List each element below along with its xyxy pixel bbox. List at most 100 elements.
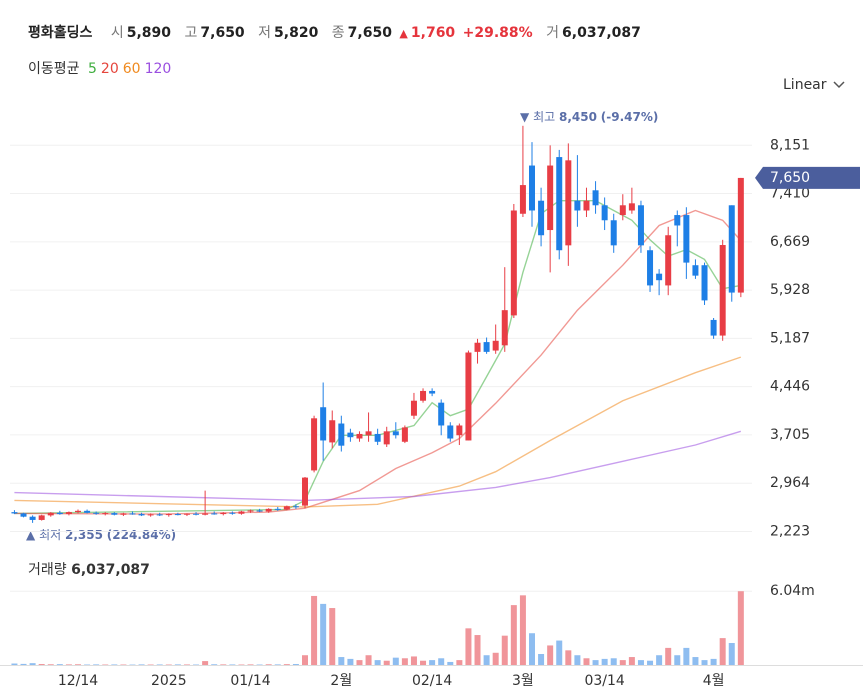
moving-average-line <box>14 200 741 515</box>
volume-bar <box>519 595 526 665</box>
low-label: 최저 <box>39 528 61 542</box>
high-label: 최고 <box>533 110 555 124</box>
volume-bar <box>510 605 517 665</box>
volume-bar <box>93 664 100 665</box>
change: 1,760 <box>410 25 456 41</box>
change-pct: +29.88% <box>462 25 533 41</box>
candle-body <box>583 200 590 211</box>
candle-body <box>193 513 200 515</box>
volume-bar <box>619 660 626 665</box>
volume-bar <box>274 664 281 665</box>
volume-bar <box>637 660 644 665</box>
candle-body <box>156 514 163 516</box>
volume-bar <box>447 661 454 665</box>
volume-bar <box>392 657 399 665</box>
scale-menu[interactable]: Linear <box>783 77 827 93</box>
candle-body <box>365 431 372 436</box>
volume-bar <box>265 664 272 665</box>
high-marker: ▼ <box>520 110 530 124</box>
candle-body <box>692 265 699 276</box>
y-tick-label: 8,151 <box>770 137 810 153</box>
volume-bar <box>547 645 554 665</box>
volume-bar <box>138 664 145 665</box>
candle-body <box>183 513 190 515</box>
volume-bar <box>374 660 381 665</box>
volume-bar <box>592 660 599 665</box>
candle-body <box>610 220 617 246</box>
candle-body <box>138 514 145 516</box>
volume-bar <box>674 655 681 665</box>
volume-bar <box>628 657 635 665</box>
moving-average-line <box>14 209 742 515</box>
candle-body <box>656 273 663 281</box>
volume-bar <box>501 635 508 665</box>
candle-body <box>647 250 654 286</box>
volume-bar <box>665 647 672 665</box>
high-label: 고 <box>184 25 198 41</box>
volume-bar <box>701 660 708 665</box>
last-price-label: 7,650 <box>770 170 810 186</box>
candle-body <box>147 514 154 516</box>
volume-bar <box>692 657 699 665</box>
candle-body <box>574 200 581 211</box>
candle-body <box>547 165 554 231</box>
volume-bar <box>401 658 408 665</box>
candle-body <box>356 433 363 439</box>
candle-body <box>111 513 118 515</box>
menu-chevron[interactable] <box>833 81 845 89</box>
ma-legend-item: 5 <box>87 61 97 77</box>
volume-bar <box>47 664 54 665</box>
last-price-tag <box>755 166 860 189</box>
ma-legend-item: 60 <box>122 61 141 77</box>
candle-body <box>256 510 263 512</box>
volume-bar <box>719 638 726 665</box>
volume-bar <box>20 663 27 665</box>
volume-bar <box>56 664 63 665</box>
candle-body <box>519 185 526 214</box>
volume-bar <box>601 658 608 665</box>
volume-bar <box>420 660 427 665</box>
volume-bar <box>365 655 372 665</box>
volume-bar <box>483 655 490 665</box>
volume-bar <box>75 664 81 665</box>
candle-body <box>719 245 726 336</box>
volume-bar <box>728 643 735 665</box>
volume-bar <box>202 661 209 665</box>
candle-body <box>84 510 91 513</box>
low-value: 5,820 <box>274 25 319 41</box>
candle-body <box>410 400 417 416</box>
volume-bar <box>29 663 36 665</box>
candle-body <box>65 512 72 515</box>
candle-body <box>710 319 717 336</box>
candle-body <box>565 160 572 246</box>
volume-bar <box>156 664 163 665</box>
volume-bar <box>320 603 327 665</box>
close-value: 7,650 <box>347 25 392 41</box>
x-tick-label: 4월 <box>703 673 725 689</box>
volume-bar <box>583 658 590 665</box>
volume-bar <box>174 664 181 665</box>
candle-body <box>529 165 535 211</box>
candle-body <box>447 425 454 439</box>
candle-body <box>20 513 27 517</box>
candle-body <box>483 342 490 352</box>
candle-body <box>538 200 545 236</box>
candle-body <box>619 205 626 216</box>
volume-bar <box>11 663 18 665</box>
candle-body <box>701 265 708 301</box>
volume-bar <box>111 664 118 665</box>
candle-body <box>102 513 109 515</box>
candle-body <box>247 510 254 512</box>
candle-body <box>401 427 408 442</box>
candle-body <box>492 340 499 351</box>
volume-bar <box>710 658 717 665</box>
volume-label: 거래량 <box>28 562 67 578</box>
candle-body <box>302 477 308 506</box>
candle-body <box>29 516 36 520</box>
candle-body <box>420 390 427 401</box>
candle-body <box>665 235 672 286</box>
moving-average-line <box>14 356 742 508</box>
candle-body <box>392 431 399 436</box>
